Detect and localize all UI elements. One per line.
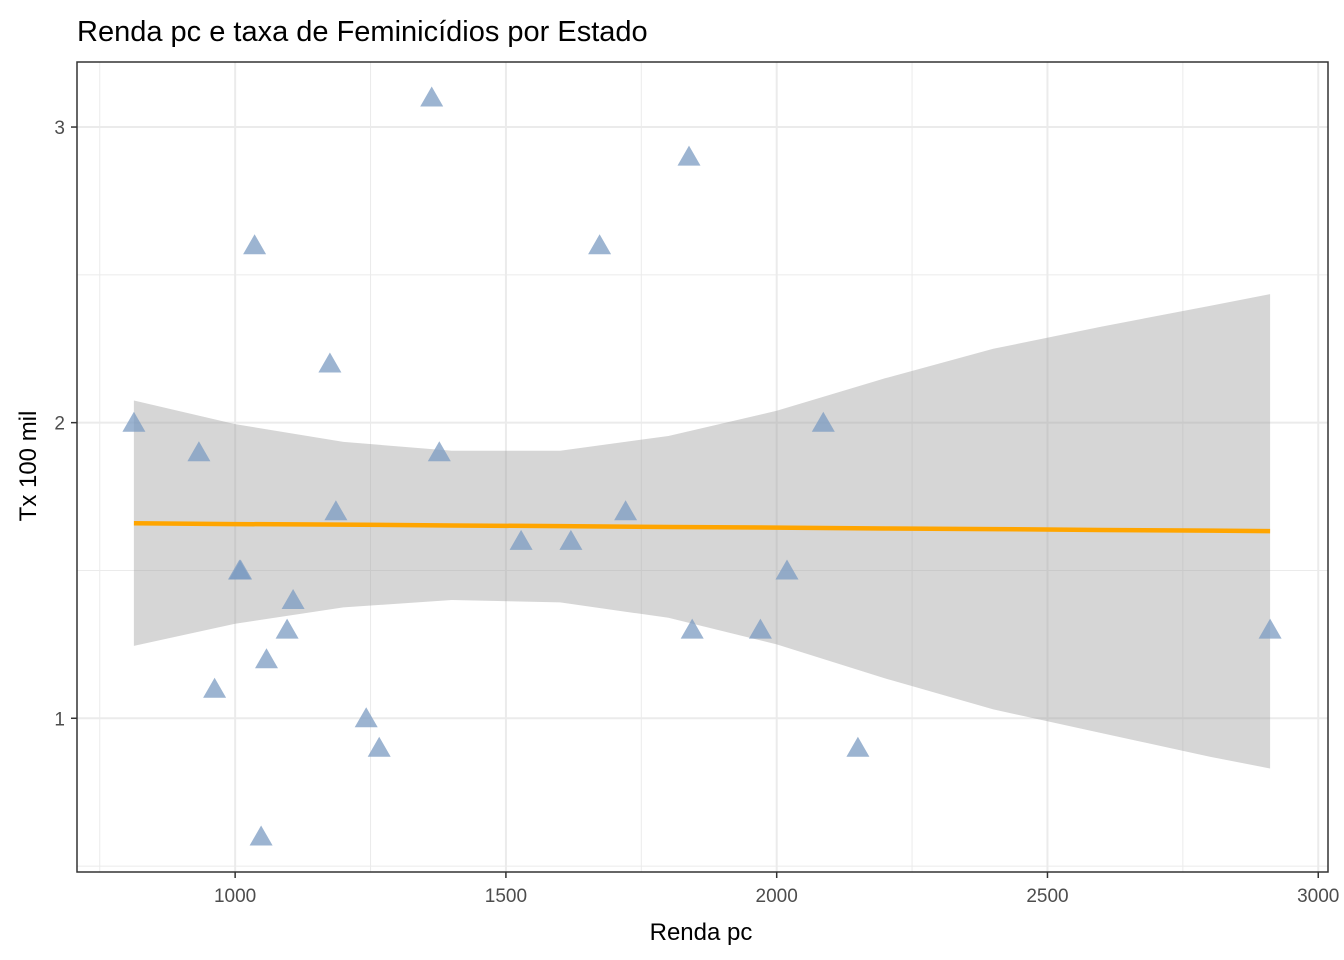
scatter-point: [243, 234, 267, 255]
scatter-point: [122, 411, 146, 432]
plot-panel: [76, 61, 1329, 873]
scatter-point: [748, 618, 772, 639]
x-tick-label: 1500: [485, 886, 527, 907]
x-tick-label: 2000: [756, 886, 798, 907]
minor-gridlines: [77, 62, 1328, 872]
scatter-point: [318, 352, 342, 373]
panel-border: [76, 61, 1329, 873]
scatter-point: [680, 618, 704, 639]
scatter-point: [509, 529, 533, 550]
scatter-points: [122, 86, 1282, 846]
x-axis: 1000 1500 2000 2500 3000: [214, 872, 1339, 907]
y-axis: 1 2 3: [54, 118, 77, 730]
confidence-ribbon: [133, 294, 1271, 769]
y-tick-label: 3: [54, 118, 65, 139]
x-tick-label: 2500: [1026, 886, 1068, 907]
major-gridlines: [77, 62, 1328, 872]
scatter-point: [354, 707, 378, 728]
panel-background: [77, 62, 1328, 872]
scatter-point: [588, 234, 612, 255]
y-axis-title: Tx 100 mil: [15, 411, 42, 522]
scatter-point: [249, 825, 273, 846]
y-tick-label: 1: [54, 709, 65, 730]
x-tick-label: 1000: [214, 886, 256, 907]
scatter-point: [427, 441, 451, 462]
scatter-point: [229, 559, 253, 580]
scatter-point: [324, 500, 348, 521]
scatter-point: [775, 559, 799, 580]
scatter-point: [420, 86, 444, 107]
scatter-point: [614, 500, 638, 521]
x-tick-label: 3000: [1297, 886, 1339, 907]
scatter-point: [677, 145, 701, 166]
scatter-point: [255, 648, 278, 669]
chart-title: Renda pc e taxa de Feminicídios por Esta…: [77, 16, 648, 48]
scatter-point: [367, 736, 391, 757]
x-axis-title: Renda pc: [650, 919, 753, 946]
scatter-point: [1258, 618, 1282, 639]
y-tick-label: 2: [54, 414, 65, 435]
scatter-point: [275, 618, 299, 639]
scatter-point: [187, 441, 211, 462]
scatter-point: [281, 589, 305, 609]
scatter-point: [203, 677, 227, 698]
scatter-point: [846, 736, 870, 757]
scatter-point: [811, 411, 835, 432]
scatter-point: [559, 529, 583, 550]
trend-line: [133, 520, 1271, 534]
